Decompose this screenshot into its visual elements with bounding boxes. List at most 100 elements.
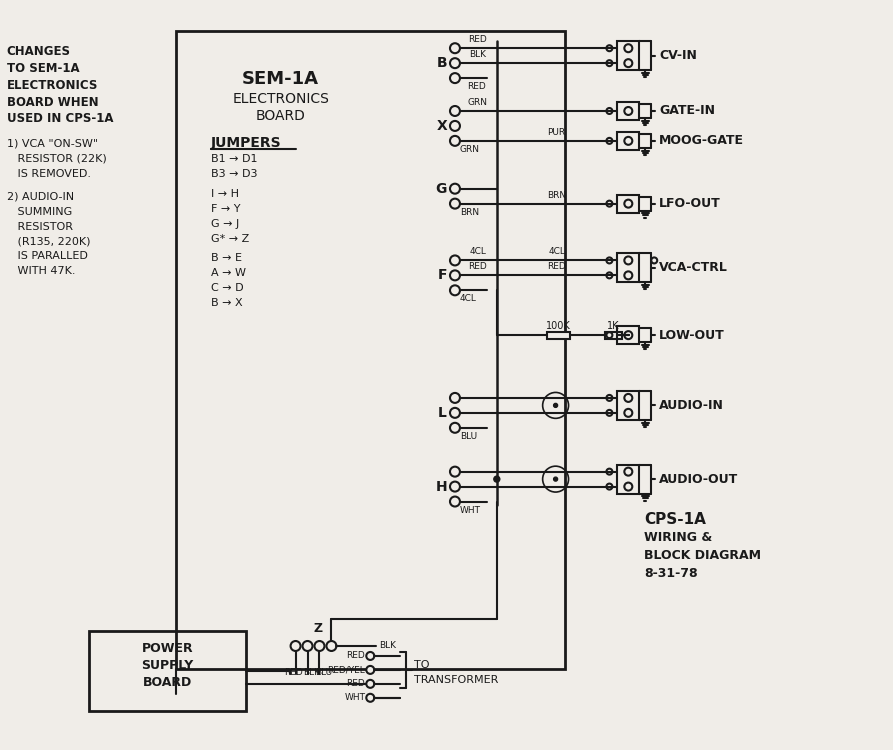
Text: WITH 47K.: WITH 47K. — [6, 266, 75, 277]
Text: C → D: C → D — [211, 284, 244, 293]
Circle shape — [450, 256, 460, 266]
Text: POWER: POWER — [142, 643, 194, 656]
Text: CHANGES: CHANGES — [6, 45, 71, 58]
Text: Z: Z — [314, 622, 323, 634]
Text: 100K: 100K — [547, 321, 571, 331]
Text: RED/YEL: RED/YEL — [328, 665, 365, 674]
Text: WHT: WHT — [460, 506, 481, 515]
Text: LOW-OUT: LOW-OUT — [659, 328, 725, 342]
Text: BLOCK DIAGRAM: BLOCK DIAGRAM — [644, 549, 761, 562]
Circle shape — [366, 652, 374, 660]
Text: TO: TO — [414, 660, 430, 670]
Text: IS PARALLED: IS PARALLED — [6, 251, 88, 262]
Text: ELECTRONICS: ELECTRONICS — [232, 92, 329, 106]
Text: A → W: A → W — [211, 268, 246, 278]
Circle shape — [494, 476, 500, 482]
Text: RED: RED — [284, 668, 303, 677]
Text: B: B — [437, 56, 447, 70]
Text: USED IN CPS-1A: USED IN CPS-1A — [6, 112, 113, 125]
Circle shape — [554, 404, 557, 407]
Text: BLU: BLU — [460, 432, 477, 441]
Text: 1) VCA "ON-SW": 1) VCA "ON-SW" — [6, 139, 97, 148]
Text: BRN: BRN — [547, 190, 566, 200]
Circle shape — [554, 477, 557, 481]
Text: BLK: BLK — [303, 668, 320, 677]
Circle shape — [624, 409, 632, 417]
Text: AUDIO-OUT: AUDIO-OUT — [659, 472, 739, 485]
Text: F → Y: F → Y — [211, 203, 240, 214]
Bar — [89, 631, 246, 711]
Text: B → X: B → X — [211, 298, 243, 308]
Text: BOARD WHEN: BOARD WHEN — [6, 95, 98, 109]
Text: H: H — [436, 479, 447, 494]
Circle shape — [624, 200, 632, 208]
Text: BLU: BLU — [315, 668, 332, 677]
Text: WIRING &: WIRING & — [644, 531, 713, 544]
Circle shape — [450, 121, 460, 131]
Circle shape — [624, 59, 632, 68]
Circle shape — [450, 106, 460, 116]
Bar — [617, 326, 639, 344]
Bar — [617, 102, 639, 120]
Text: RED: RED — [467, 82, 486, 91]
Text: ELECTRONICS: ELECTRONICS — [6, 79, 98, 92]
Circle shape — [366, 680, 374, 688]
Text: B3 → D3: B3 → D3 — [211, 169, 257, 178]
Text: CPS-1A: CPS-1A — [644, 512, 706, 527]
Text: AUDIO-IN: AUDIO-IN — [659, 399, 724, 412]
Circle shape — [450, 271, 460, 280]
Circle shape — [624, 107, 632, 115]
Circle shape — [624, 44, 632, 53]
Circle shape — [450, 482, 460, 491]
Text: X: X — [437, 119, 447, 133]
Circle shape — [450, 136, 460, 146]
Text: 1K: 1K — [607, 321, 620, 331]
Circle shape — [290, 641, 301, 651]
Circle shape — [327, 641, 337, 651]
Text: G → J: G → J — [211, 218, 239, 229]
Circle shape — [624, 137, 632, 145]
Text: BOARD: BOARD — [255, 109, 305, 123]
Text: BLK: BLK — [470, 50, 487, 59]
Text: G: G — [436, 182, 447, 196]
Text: RED: RED — [346, 652, 365, 661]
Bar — [605, 332, 622, 339]
Text: G* → Z: G* → Z — [211, 233, 249, 244]
Circle shape — [450, 58, 460, 68]
Bar — [617, 132, 639, 150]
Circle shape — [624, 332, 632, 339]
Text: F: F — [438, 268, 447, 282]
Bar — [547, 332, 570, 339]
Text: 2) AUDIO-IN: 2) AUDIO-IN — [6, 192, 74, 202]
Text: RED: RED — [547, 262, 566, 272]
Text: BLK: BLK — [380, 641, 396, 650]
Text: GRN: GRN — [460, 145, 480, 154]
Circle shape — [314, 641, 324, 651]
Circle shape — [450, 184, 460, 194]
Text: MOOG-GATE: MOOG-GATE — [659, 134, 744, 147]
Bar — [176, 32, 564, 669]
Text: BOARD: BOARD — [143, 676, 192, 689]
Text: B1 → D1: B1 → D1 — [211, 154, 257, 164]
Text: LFO-OUT: LFO-OUT — [659, 197, 721, 210]
Text: RESISTOR (22K): RESISTOR (22K) — [6, 154, 106, 164]
Circle shape — [366, 694, 374, 702]
Text: JUMPERS: JUMPERS — [211, 136, 281, 150]
Bar — [617, 41, 639, 70]
Text: SUMMING: SUMMING — [6, 206, 71, 217]
Circle shape — [624, 394, 632, 402]
Circle shape — [450, 466, 460, 476]
Text: B → E: B → E — [211, 254, 242, 263]
Circle shape — [450, 199, 460, 208]
Text: 8-31-78: 8-31-78 — [644, 567, 698, 580]
Text: VCA-CTRL: VCA-CTRL — [659, 262, 728, 274]
Circle shape — [303, 641, 313, 651]
Text: IS REMOVED.: IS REMOVED. — [6, 169, 90, 178]
Text: RED: RED — [346, 680, 365, 688]
Text: BRN: BRN — [460, 208, 479, 217]
Text: WHT: WHT — [345, 693, 365, 702]
Text: RESISTOR: RESISTOR — [6, 221, 72, 232]
Text: TRANSFORMER: TRANSFORMER — [414, 675, 498, 685]
Circle shape — [624, 272, 632, 279]
Circle shape — [450, 393, 460, 403]
